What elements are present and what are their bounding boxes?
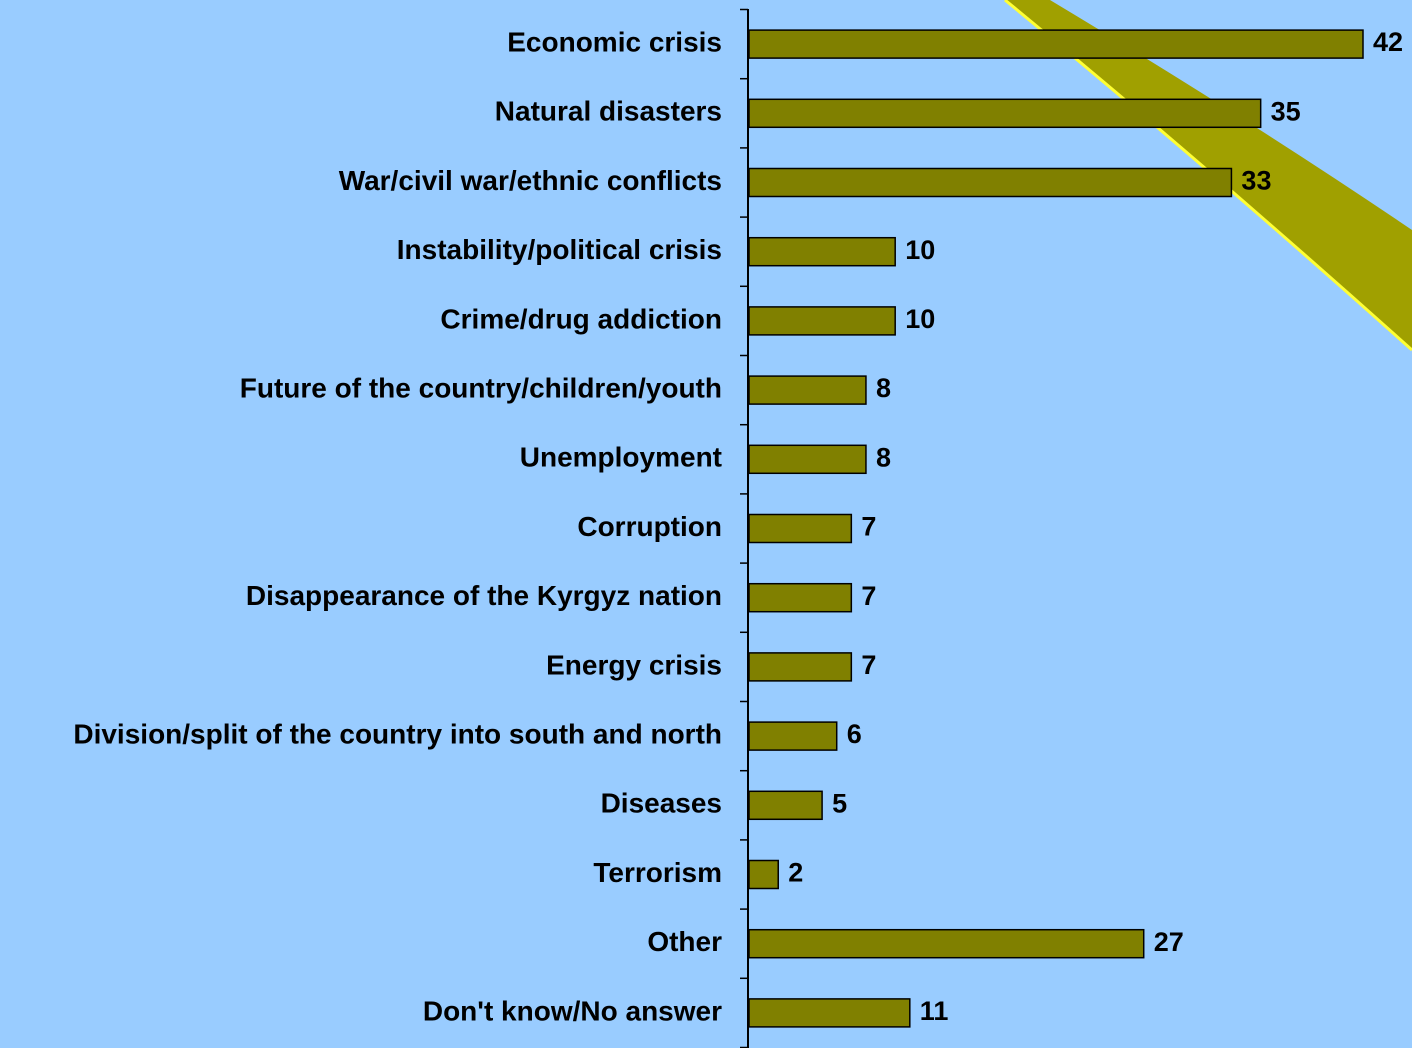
category-label: Disappearance of the Kyrgyz nation bbox=[246, 580, 722, 611]
bar bbox=[748, 513, 853, 544]
category-label: Energy crisis bbox=[546, 649, 722, 680]
category-label: Other bbox=[647, 926, 722, 957]
value-label: 5 bbox=[832, 788, 847, 818]
value-label: 11 bbox=[920, 996, 949, 1026]
value-label: 7 bbox=[861, 650, 876, 680]
value-label: 10 bbox=[905, 304, 935, 334]
value-label: 8 bbox=[876, 373, 891, 403]
value-label: 8 bbox=[876, 442, 891, 472]
value-label: 42 bbox=[1373, 27, 1403, 57]
value-label: 7 bbox=[861, 581, 876, 611]
bar bbox=[748, 582, 853, 613]
category-label: Instability/political crisis bbox=[397, 234, 722, 265]
category-label: Economic crisis bbox=[507, 26, 722, 57]
bar bbox=[748, 928, 1145, 959]
bar bbox=[748, 998, 911, 1028]
bar bbox=[748, 306, 896, 336]
category-label: Don't know/No answer bbox=[423, 995, 722, 1026]
bar bbox=[748, 790, 823, 821]
category-label: Diseases bbox=[601, 788, 722, 819]
bar bbox=[748, 375, 867, 405]
bar bbox=[748, 859, 779, 890]
category-label: Division/split of the country into south… bbox=[73, 718, 722, 749]
bar bbox=[748, 98, 1262, 129]
category-label: Future of the country/children/youth bbox=[240, 372, 722, 403]
value-label: 2 bbox=[788, 858, 803, 888]
bar bbox=[748, 444, 867, 475]
category-label: Terrorism bbox=[593, 857, 722, 888]
bar bbox=[748, 721, 838, 751]
value-label: 35 bbox=[1271, 96, 1301, 126]
bar bbox=[748, 236, 896, 267]
value-label: 27 bbox=[1154, 927, 1184, 957]
category-label: Natural disasters bbox=[495, 96, 722, 127]
category-label: Crime/drug addiction bbox=[440, 303, 722, 334]
category-label: Corruption bbox=[577, 511, 722, 542]
value-label: 6 bbox=[847, 719, 862, 749]
bar bbox=[748, 29, 1364, 59]
value-label: 33 bbox=[1241, 166, 1271, 196]
value-label: 7 bbox=[861, 512, 876, 542]
category-label: War/civil war/ethnic conflicts bbox=[339, 165, 722, 196]
bar bbox=[748, 167, 1233, 198]
value-label: 10 bbox=[905, 235, 935, 265]
category-label: Unemployment bbox=[520, 442, 722, 473]
bar bbox=[748, 652, 853, 682]
plot: Economic crisis 42 Natural disasters 35 War/… bbox=[73, 8, 1403, 1048]
